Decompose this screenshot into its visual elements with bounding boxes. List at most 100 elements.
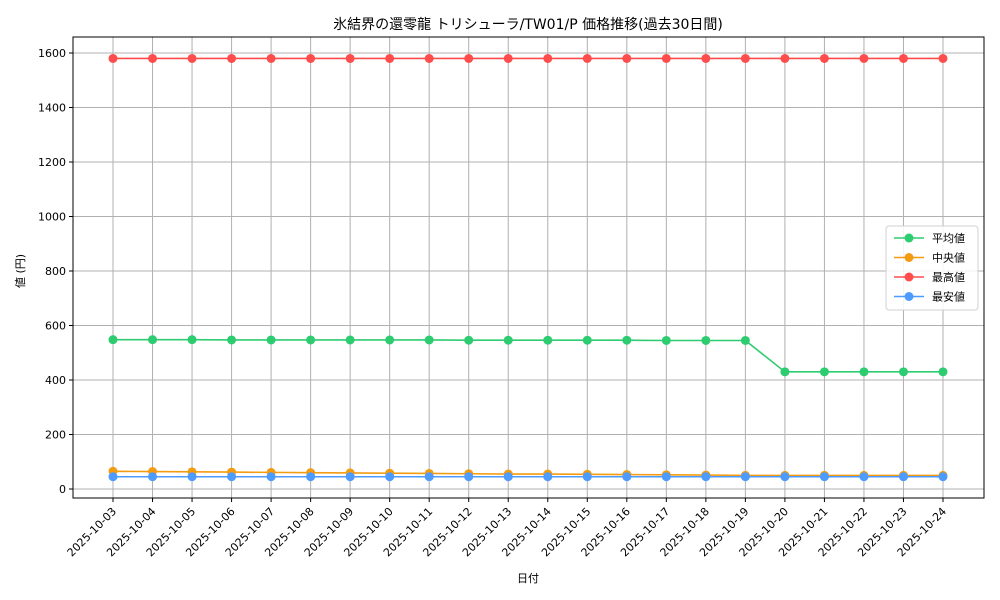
data-point[interactable] — [543, 335, 553, 345]
data-point[interactable] — [345, 53, 355, 63]
data-point[interactable] — [701, 53, 711, 63]
data-point[interactable] — [661, 335, 671, 345]
series-line — [112, 470, 943, 477]
data-point[interactable] — [424, 335, 434, 345]
data-point[interactable] — [622, 472, 632, 482]
data-point[interactable] — [227, 335, 237, 345]
data-point[interactable] — [148, 335, 158, 345]
data-point[interactable] — [819, 367, 829, 377]
data-point[interactable] — [187, 53, 197, 63]
data-point[interactable] — [108, 472, 118, 482]
data-point[interactable] — [780, 472, 790, 482]
data-point[interactable] — [108, 335, 118, 345]
data-point[interactable] — [266, 472, 276, 482]
y-tick-label: 1200 — [38, 156, 66, 169]
legend-label: 最高値 — [932, 270, 965, 284]
data-point[interactable] — [503, 53, 513, 63]
series-0 — [108, 335, 948, 377]
data-point[interactable] — [385, 335, 395, 345]
legend-box — [885, 225, 979, 311]
data-point[interactable] — [266, 53, 276, 63]
data-point[interactable] — [898, 53, 908, 63]
legend-item: 最高値 — [894, 270, 965, 284]
data-point[interactable] — [622, 335, 632, 345]
data-point[interactable] — [740, 472, 750, 482]
data-point[interactable] — [345, 335, 355, 345]
grid-lines — [73, 37, 984, 498]
y-tick-label: 400 — [45, 374, 66, 387]
x-axis-label: 日付 — [517, 572, 539, 585]
data-point[interactable] — [661, 472, 671, 482]
data-point[interactable] — [424, 53, 434, 63]
legend-marker-icon — [904, 253, 914, 262]
data-point[interactable] — [622, 53, 632, 63]
data-point[interactable] — [306, 335, 316, 345]
series-3 — [108, 472, 948, 482]
legend-label: 平均値 — [932, 232, 965, 245]
data-point[interactable] — [740, 53, 750, 63]
data-point[interactable] — [938, 53, 948, 63]
series-line — [113, 338, 943, 373]
data-point[interactable] — [859, 472, 869, 482]
data-point[interactable] — [898, 367, 908, 377]
data-point[interactable] — [266, 335, 276, 345]
data-point[interactable] — [464, 53, 474, 63]
data-point[interactable] — [108, 53, 118, 63]
data-point[interactable] — [859, 53, 869, 63]
data-point[interactable] — [543, 472, 553, 482]
y-tick-label: 1400 — [38, 102, 66, 115]
legend-marker-icon — [904, 272, 914, 282]
data-point[interactable] — [780, 367, 790, 377]
data-point[interactable] — [938, 367, 948, 377]
data-point[interactable] — [464, 335, 474, 345]
data-point[interactable] — [148, 472, 158, 482]
y-axis: 0 200 400 600 800 1000 1200 1400 1600 — [38, 47, 73, 496]
legend-marker-icon — [904, 233, 914, 243]
data-point[interactable] — [780, 53, 790, 63]
legend-item: 平均値 — [894, 232, 965, 245]
data-point[interactable] — [701, 472, 711, 482]
legend-item: 中央値 — [894, 252, 965, 265]
data-point[interactable] — [938, 472, 948, 482]
data-point[interactable] — [187, 472, 197, 482]
data-point[interactable] — [503, 472, 513, 482]
y-axis-label: 値 (円) — [14, 254, 27, 288]
x-axis: 2025-10-032025-10-042025-10-052025-10-06… — [65, 498, 949, 559]
series-2 — [108, 53, 948, 63]
data-point[interactable] — [187, 335, 197, 345]
data-point[interactable] — [148, 53, 158, 63]
chart-title: 氷結界の還零龍 トリシューラ/TW01/P 価格推移(過去30日間) — [333, 16, 723, 33]
series-layer — [108, 53, 948, 482]
data-point[interactable] — [898, 472, 908, 482]
data-point[interactable] — [582, 53, 592, 63]
plot-frame — [72, 36, 985, 499]
y-tick-label: 0 — [59, 483, 66, 496]
data-point[interactable] — [306, 53, 316, 63]
y-tick-label: 200 — [45, 429, 66, 442]
y-tick-label: 1600 — [38, 47, 66, 60]
legend-label: 中央値 — [932, 252, 965, 265]
data-point[interactable] — [306, 472, 316, 482]
data-point[interactable] — [582, 472, 592, 482]
data-point[interactable] — [859, 367, 869, 377]
data-point[interactable] — [543, 53, 553, 63]
data-point[interactable] — [701, 335, 711, 345]
data-point[interactable] — [227, 472, 237, 482]
data-point[interactable] — [661, 53, 671, 63]
y-tick-label: 600 — [45, 320, 66, 333]
data-point[interactable] — [385, 472, 395, 482]
data-point[interactable] — [385, 53, 395, 63]
data-point[interactable] — [740, 335, 750, 345]
data-point[interactable] — [819, 472, 829, 482]
data-point[interactable] — [464, 472, 474, 482]
legend-marker-icon — [904, 292, 914, 301]
data-point[interactable] — [582, 335, 592, 345]
data-point[interactable] — [345, 472, 355, 482]
data-point[interactable] — [424, 472, 434, 482]
legend-item: 最安値 — [894, 290, 965, 304]
data-point[interactable] — [503, 335, 513, 345]
data-point[interactable] — [227, 53, 237, 63]
data-point[interactable] — [819, 53, 829, 63]
